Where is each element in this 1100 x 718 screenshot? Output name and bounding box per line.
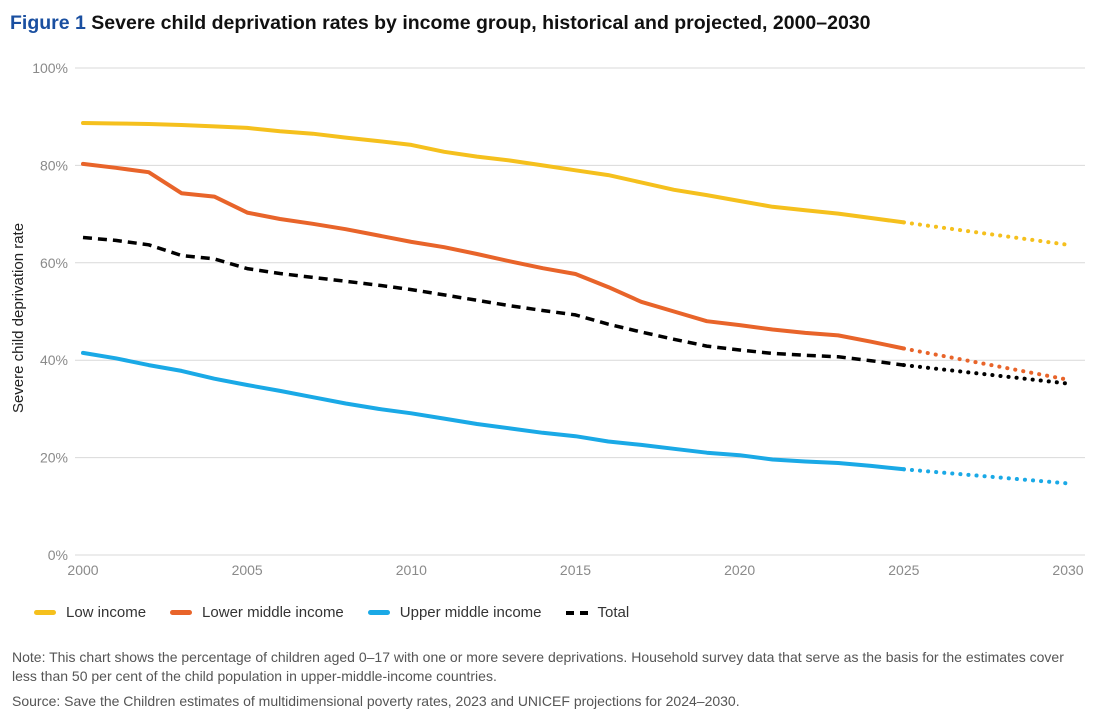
- y-tick-label: 100%: [32, 60, 68, 76]
- x-tick-labels: 2000 2005 2010 2015 2020 2025 2030: [67, 562, 1083, 578]
- legend-label: Upper middle income: [399, 604, 542, 621]
- series-lines: [81, 121, 1070, 486]
- series-line-low-income: [81, 121, 906, 225]
- projection-line-upper-middle-income: [901, 467, 1070, 486]
- legend-swatch: [170, 610, 193, 615]
- legend-label: Lower middle income: [202, 604, 344, 621]
- legend-item: Upper middle income: [367, 604, 542, 621]
- figure-label: Figure 1: [10, 12, 86, 34]
- y-axis-label: Severe child deprivation rate: [10, 223, 27, 413]
- legend-swatch: [34, 610, 56, 615]
- legend-swatch: [565, 610, 588, 615]
- grid-lines: [75, 67, 1085, 556]
- legend-label: Low income: [66, 604, 147, 621]
- y-tick-label: 20%: [40, 450, 68, 466]
- y-tick-label: 40%: [40, 352, 68, 368]
- chart-source: Source: Save the Children estimates of m…: [12, 693, 740, 709]
- chart-title: Figure 1 Severe child deprivation rates …: [10, 12, 870, 35]
- x-tick-label: 2020: [724, 562, 755, 578]
- projection-line-lower-middle-income: [901, 346, 1070, 382]
- y-tick-label: 0%: [48, 547, 68, 563]
- projection-line-total: [901, 363, 1070, 386]
- x-tick-label: 2000: [67, 562, 98, 578]
- series-line-total: [82, 235, 905, 367]
- y-tick-label: 80%: [40, 157, 68, 173]
- y-tick-label: 60%: [40, 255, 68, 271]
- projection-line-low-income: [901, 220, 1070, 247]
- legend-item: Low income: [34, 604, 146, 621]
- chart-note: Note: This chart shows the percentage of…: [12, 649, 1064, 684]
- x-tick-label: 2025: [888, 562, 919, 578]
- x-tick-label: 2005: [232, 562, 263, 578]
- x-tick-label: 2030: [1052, 562, 1083, 578]
- series-line-upper-middle-income: [81, 350, 906, 472]
- legend-swatch: [367, 610, 390, 615]
- x-tick-label: 2015: [560, 562, 591, 578]
- legend: Low income Lower middle income Upper middl…: [34, 604, 653, 621]
- legend-label: Total: [597, 604, 630, 621]
- legend-item: Total: [565, 604, 630, 621]
- line-chart: 0%20%40%60%80%100% 2000 2005 2010 2015 2020 2…: [10, 60, 1085, 578]
- y-tick-labels: 0% 20% 40% 60% 80% 100%: [32, 60, 68, 563]
- title-text: Severe child deprivation rates by income…: [91, 12, 871, 34]
- series-line-lower-middle-income: [81, 161, 906, 351]
- x-tick-label: 2010: [396, 562, 427, 578]
- legend-item: Lower middle income: [170, 604, 344, 621]
